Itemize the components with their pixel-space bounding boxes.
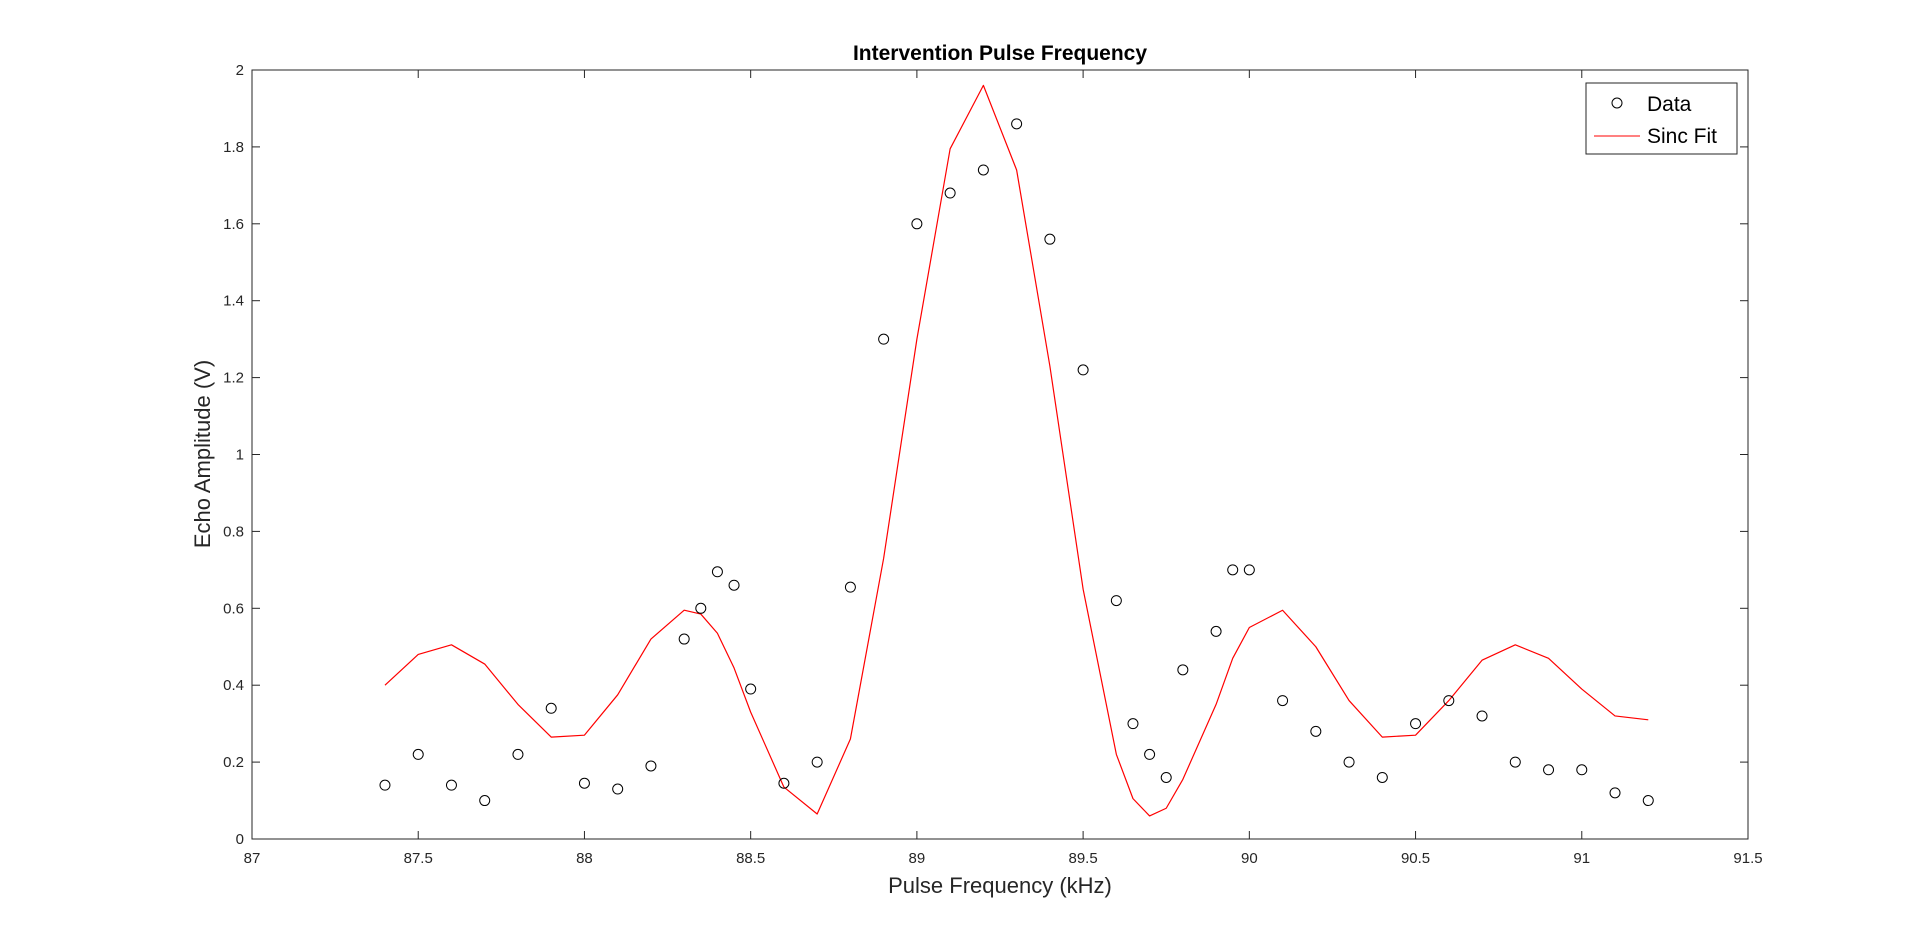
x-tick-label: 88.5 <box>736 850 765 867</box>
legend-label-sinc-fit: Sinc Fit <box>1647 125 1717 148</box>
data-point <box>944 187 956 199</box>
data-point <box>612 783 624 795</box>
data-point <box>1077 364 1089 376</box>
data-point <box>379 779 391 791</box>
data-point <box>512 748 524 760</box>
data-point <box>479 795 491 807</box>
x-tick-label: 91.5 <box>1733 850 1762 867</box>
data-point <box>1227 564 1239 576</box>
data-points-layer <box>379 118 1654 807</box>
y-tick-label: 0.8 <box>223 523 244 540</box>
legend-box <box>1585 82 1738 155</box>
data-point <box>778 777 790 789</box>
data-point <box>1343 756 1355 768</box>
data-point <box>1410 718 1422 730</box>
data-point <box>695 602 707 614</box>
x-tick-label: 87 <box>244 850 261 867</box>
axes-box <box>251 69 1749 840</box>
data-point <box>412 748 424 760</box>
legend-marker-data <box>1611 97 1623 109</box>
plot-area <box>252 70 1748 839</box>
data-point <box>1177 664 1189 676</box>
y-tick-label: 0.4 <box>223 677 244 694</box>
x-tick-label: 87.5 <box>404 850 433 867</box>
x-tick-label: 91 <box>1573 850 1590 867</box>
data-point <box>728 579 740 591</box>
data-point <box>911 218 923 230</box>
x-axis-label: Pulse Frequency (kHz) <box>888 873 1112 898</box>
data-point <box>977 164 989 176</box>
data-point <box>1476 710 1488 722</box>
data-point <box>745 683 757 695</box>
data-point <box>1277 695 1289 707</box>
axis-ticks-layer: 87 87.5 88 88.5 89 89.5 90 90.5 91 91.5 0 0.2 0.4 0.6… <box>223 62 1762 867</box>
data-point <box>844 581 856 593</box>
y-tick-label: 1.6 <box>223 216 244 233</box>
data-point <box>1310 725 1322 737</box>
legend: Data Sinc Fit <box>1585 82 1738 155</box>
x-tick-label: 90 <box>1241 850 1258 867</box>
x-tick-label: 88 <box>576 850 593 867</box>
data-point <box>1509 756 1521 768</box>
y-tick-label: 1.4 <box>223 293 244 310</box>
y-axis-label: Echo Amplitude (V) <box>190 360 215 548</box>
data-point <box>1642 795 1654 807</box>
data-point <box>1044 233 1056 245</box>
data-point <box>1110 595 1122 607</box>
legend-label-data: Data <box>1647 93 1692 116</box>
data-point <box>1210 625 1222 637</box>
data-point <box>1011 118 1023 130</box>
data-point <box>1160 771 1172 783</box>
data-point <box>878 333 890 345</box>
y-tick-label: 2 <box>236 62 244 79</box>
data-point <box>1127 718 1139 730</box>
data-point <box>811 756 823 768</box>
y-tick-label: 0 <box>236 831 244 848</box>
data-point <box>1443 695 1455 707</box>
data-point <box>1543 764 1555 776</box>
x-tick-label: 89 <box>909 850 926 867</box>
data-point <box>1144 748 1156 760</box>
y-tick-label: 1.8 <box>223 139 244 156</box>
chart-title: Intervention Pulse Frequency <box>853 42 1147 65</box>
data-point <box>1243 564 1255 576</box>
data-point <box>1576 764 1588 776</box>
data-point <box>678 633 690 645</box>
x-tick-label: 90.5 <box>1401 850 1430 867</box>
y-tick-label: 0.2 <box>223 754 244 771</box>
y-tick-label: 0.6 <box>223 600 244 617</box>
data-point <box>645 760 657 772</box>
data-point <box>445 779 457 791</box>
data-point <box>711 566 723 578</box>
y-tick-label: 1.2 <box>223 370 244 387</box>
x-tick-label: 89.5 <box>1069 850 1098 867</box>
fit-line-layer <box>384 84 1649 817</box>
y-tick-label: 1 <box>236 447 244 464</box>
data-point <box>1376 771 1388 783</box>
data-point <box>1609 787 1621 799</box>
data-point <box>545 702 557 714</box>
sinc-fit-line <box>384 84 1649 817</box>
data-point <box>578 777 590 789</box>
